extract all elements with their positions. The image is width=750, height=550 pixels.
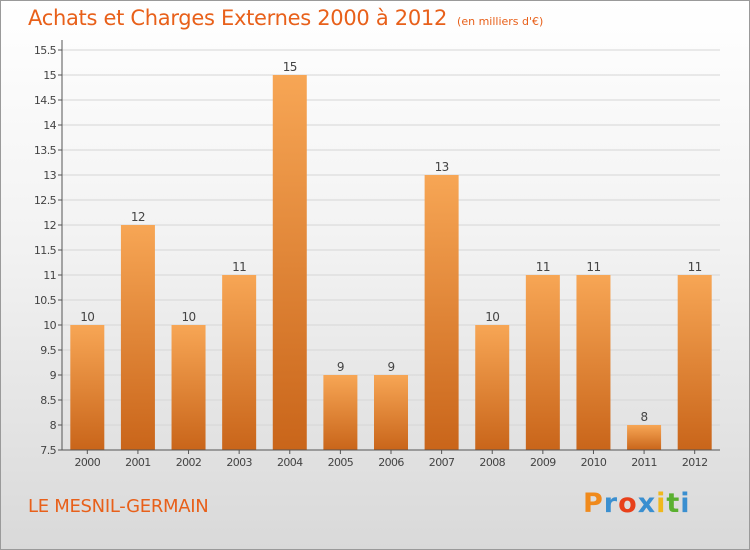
- x-tick-label: 2008: [479, 456, 505, 469]
- proxiti-logo[interactable]: Proxiti: [583, 488, 691, 519]
- y-tick-label: 8.5: [40, 394, 56, 407]
- chart-subtitle: (en milliers d'€): [457, 15, 544, 28]
- bar: [475, 325, 510, 450]
- bar: [576, 275, 611, 450]
- y-tick-label: 14: [43, 119, 56, 132]
- bar: [120, 225, 155, 450]
- data-label: 8: [641, 410, 648, 424]
- chart-header: Achats et Charges Externes 2000 à 2012 (e…: [28, 6, 543, 30]
- data-label: 15: [283, 60, 297, 74]
- data-label: 9: [337, 360, 344, 374]
- bar: [70, 325, 105, 450]
- y-tick-label: 15.5: [34, 44, 57, 57]
- chart-title: Achats et Charges Externes 2000 à 2012: [28, 6, 448, 30]
- x-tick-label: 2000: [75, 456, 101, 469]
- data-label: 11: [232, 260, 246, 274]
- y-tick-label: 11: [43, 269, 56, 282]
- y-tick-label: 10.5: [34, 294, 57, 307]
- bar: [525, 275, 560, 450]
- x-tick-label: 2004: [277, 456, 303, 469]
- x-tick-label: 2009: [530, 456, 556, 469]
- y-tick-label: 9.5: [40, 344, 56, 357]
- bar: [374, 375, 408, 450]
- data-label: 12: [131, 210, 145, 224]
- logo-letter: x: [637, 488, 657, 519]
- bar: [272, 75, 307, 450]
- place-name: LE MESNIL-GERMAIN: [28, 496, 209, 517]
- x-tick-label: 2001: [125, 456, 151, 469]
- y-tick-label: 8: [50, 419, 57, 432]
- logo-letter: r: [603, 488, 619, 519]
- y-tick-label: 15: [43, 69, 56, 82]
- bar: [627, 425, 662, 450]
- logo-letter: t: [666, 488, 681, 519]
- x-tick-label: 2006: [378, 456, 404, 469]
- data-label: 10: [181, 310, 195, 324]
- x-tick-label: 2003: [226, 456, 252, 469]
- data-label: 11: [536, 260, 550, 274]
- data-label: 10: [80, 310, 94, 324]
- x-tick-label: 2012: [682, 456, 708, 469]
- bar: [677, 275, 712, 450]
- bar: [222, 275, 257, 450]
- y-tick-label: 14.5: [34, 94, 57, 107]
- bar: [323, 375, 358, 450]
- data-label: 9: [387, 360, 394, 374]
- x-tick-label: 2010: [581, 456, 607, 469]
- data-label: 11: [688, 260, 702, 274]
- data-label: 11: [586, 260, 600, 274]
- x-tick-label: 2011: [631, 456, 657, 469]
- y-tick-label: 10: [43, 319, 56, 332]
- logo-letter: P: [583, 488, 604, 519]
- y-tick-label: 13: [43, 169, 56, 182]
- y-tick-label: 12.5: [34, 194, 57, 207]
- bars: 10 12 10 11 15 9 9 13 10 11 11 8 11: [70, 60, 712, 450]
- y-tick-label: 12: [43, 219, 56, 232]
- data-label: 10: [485, 310, 499, 324]
- x-tick-label: 2005: [328, 456, 354, 469]
- bar: [171, 325, 206, 450]
- axes: 7.5 8 8.5 9 9.5 10 10.5 11 11.5 12 12.5 13 13.5 14 14.…: [34, 40, 720, 469]
- y-tick-label: 11.5: [34, 244, 57, 257]
- y-tick-label: 7.5: [40, 444, 56, 457]
- logo-letter: i: [680, 488, 691, 519]
- logo-letter: i: [656, 488, 667, 519]
- bar: [424, 175, 459, 450]
- data-label: 13: [435, 160, 449, 174]
- y-tick-label: 13.5: [34, 144, 57, 157]
- x-tick-label: 2002: [176, 456, 202, 469]
- x-tick-label: 2007: [429, 456, 455, 469]
- logo-letter: o: [618, 488, 638, 519]
- y-tick-label: 9: [50, 369, 57, 382]
